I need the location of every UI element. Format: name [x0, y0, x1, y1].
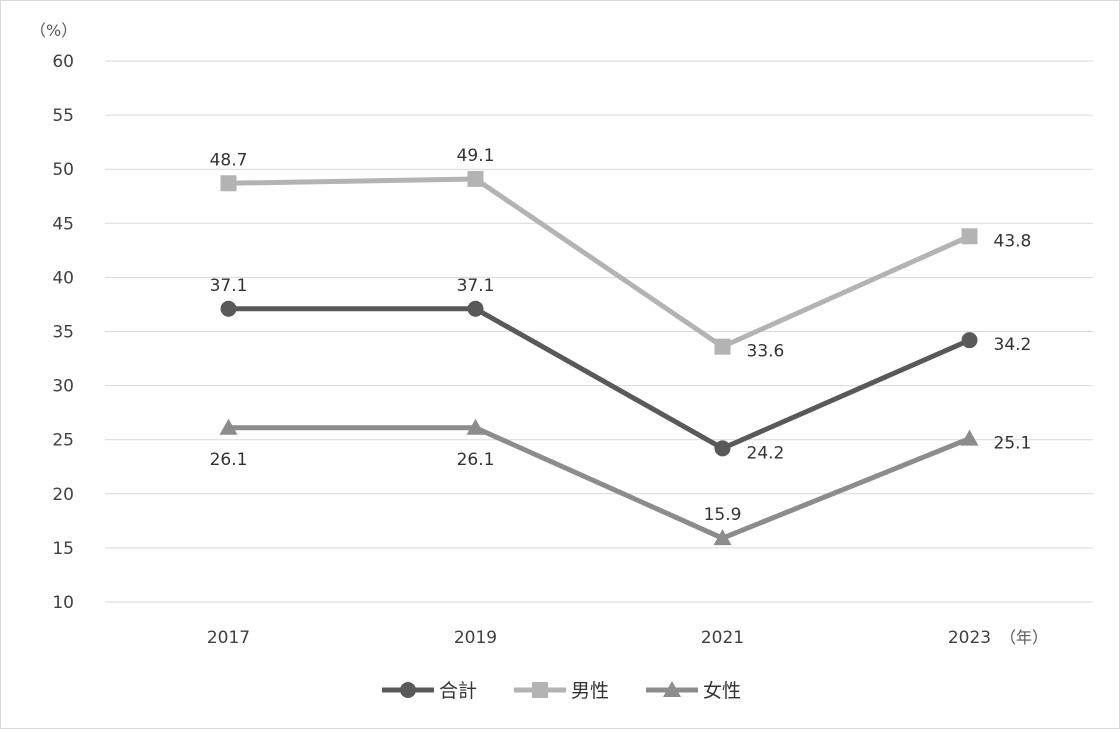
y-tick-label: 30 — [52, 377, 74, 397]
data-label: 24.2 — [747, 443, 785, 463]
series-triangle — [219, 418, 979, 546]
data-point — [714, 338, 731, 355]
x-tick-label: 2021 — [701, 628, 744, 648]
data-point — [960, 429, 979, 446]
y-tick-label: 10 — [52, 593, 74, 613]
series-square — [220, 170, 978, 355]
y-tick-label: 35 — [52, 323, 74, 343]
x-tick-label: 2019 — [454, 628, 497, 648]
y-tick-label: 15 — [52, 539, 74, 559]
gridlines — [105, 60, 1093, 603]
data-point — [961, 228, 978, 245]
y-axis-unit-label: （%） — [30, 21, 77, 40]
data-label: 26.1 — [457, 450, 495, 470]
series-circle — [220, 300, 978, 457]
y-tick-label: 45 — [52, 214, 74, 234]
data-point — [713, 529, 732, 546]
data-label: 15.9 — [704, 505, 742, 525]
y-axis-ticks: 10 15 20 25 30 35 40 45 50 55 60 — [52, 52, 74, 613]
series-line — [228, 176, 971, 350]
data-point — [467, 300, 484, 317]
y-tick-label: 60 — [52, 52, 74, 72]
data-label: 33.6 — [747, 342, 785, 362]
y-tick-label: 40 — [52, 268, 74, 288]
y-tick-label: 55 — [52, 106, 74, 126]
data-label: 25.1 — [994, 434, 1032, 454]
y-tick-label: 25 — [52, 431, 74, 451]
y-tick-label: 50 — [52, 160, 74, 180]
legend-marker — [532, 682, 548, 698]
x-axis-unit-label: （年） — [1000, 628, 1048, 647]
x-axis-ticks: 2017 2019 2021 2023 — [207, 628, 991, 648]
legend-item: 合計 — [382, 680, 477, 702]
legend-marker — [663, 681, 681, 697]
data-label: 48.7 — [210, 150, 248, 170]
series-line — [228, 425, 971, 541]
data-point — [466, 418, 485, 435]
y-tick-label: 20 — [52, 485, 74, 505]
data-label: 49.1 — [457, 146, 495, 166]
legend-marker — [400, 682, 416, 698]
data-point — [961, 332, 978, 349]
series — [219, 170, 979, 546]
data-point — [220, 175, 237, 192]
legend-item: 男性 — [514, 680, 609, 702]
data-label: 43.8 — [994, 231, 1032, 251]
legend-label: 男性 — [571, 680, 609, 702]
x-tick-label: 2017 — [207, 628, 250, 648]
legend: 合計 男性 女性 — [382, 680, 741, 702]
data-point — [714, 440, 731, 457]
x-tick-label: 2023 — [948, 628, 991, 648]
legend-label: 合計 — [439, 680, 477, 702]
data-label: 37.1 — [457, 276, 495, 296]
legend-item: 女性 — [646, 680, 741, 702]
data-point — [220, 300, 237, 317]
data-labels: 37.1 37.1 24.2 34.2 48.7 49.1 33.6 43.8 26.1 26.1… — [210, 146, 1032, 525]
data-label: 37.1 — [210, 276, 248, 296]
series-line — [228, 306, 971, 451]
data-point — [467, 170, 484, 187]
legend-label: 女性 — [703, 680, 741, 702]
data-label: 34.2 — [994, 335, 1032, 355]
data-label: 26.1 — [210, 450, 248, 470]
data-point — [219, 418, 238, 435]
